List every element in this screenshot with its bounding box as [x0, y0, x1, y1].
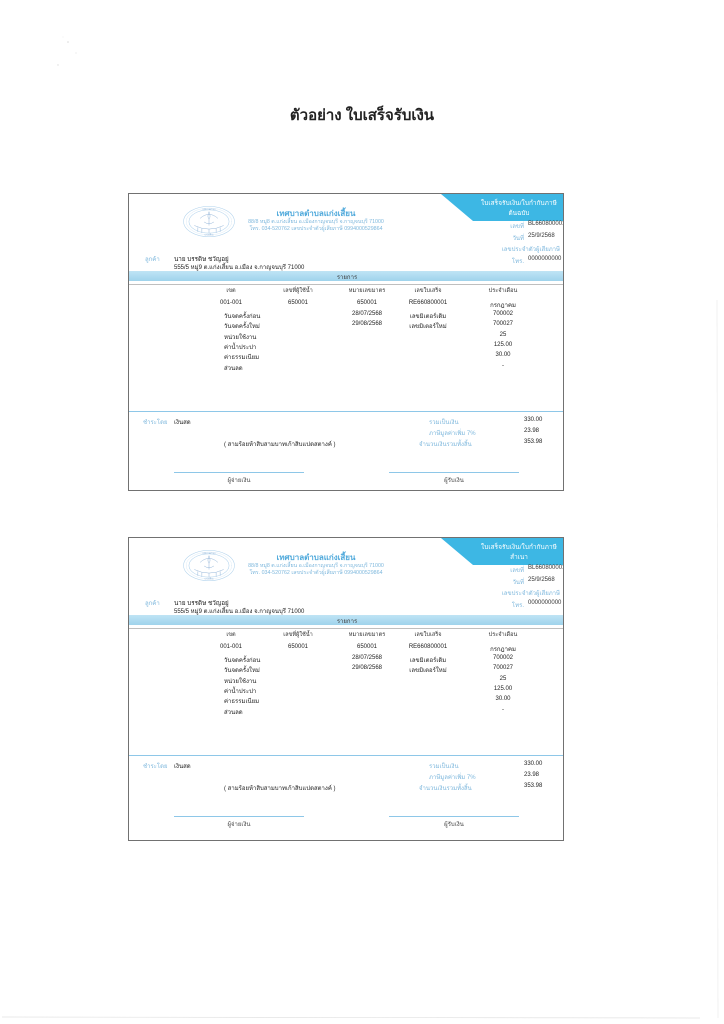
svg-text:เทศบาลตำบล: เทศบาลตำบล: [202, 207, 216, 211]
svg-text:เทศบาลตำบล: เทศบาลตำบล: [202, 551, 216, 555]
